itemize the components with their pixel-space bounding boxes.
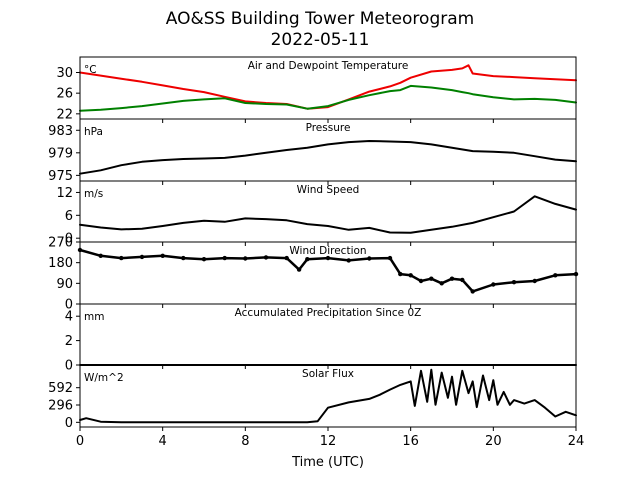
panel-5-series-0 bbox=[79, 368, 577, 424]
panel-1-ytick-label-1: 979 bbox=[48, 146, 73, 161]
panel-5-ytick-label-2: 592 bbox=[48, 381, 73, 396]
panel-1-ytick-label-0: 975 bbox=[48, 169, 73, 184]
panel-2-unit: m/s bbox=[84, 188, 103, 200]
panel-0-series-0 bbox=[79, 64, 577, 110]
panel-4-ytick-label-0: 0 bbox=[65, 359, 73, 374]
panel-5-unit: W/m^2 bbox=[84, 372, 124, 384]
panel-2-series-0 bbox=[79, 195, 577, 234]
panel-2-ytick-label-1: 6 bbox=[65, 209, 73, 224]
panel-5-ytick-label-1: 296 bbox=[48, 399, 73, 414]
panel-1-title: Pressure bbox=[306, 122, 351, 134]
panel-0-series-1 bbox=[79, 84, 577, 112]
chart-date: 2022-05-11 bbox=[271, 30, 370, 50]
x-tick-label-3: 12 bbox=[320, 434, 337, 449]
x-tick-label-4: 16 bbox=[402, 434, 419, 449]
x-axis-label: Time (UTC) bbox=[291, 455, 364, 470]
panel-3-series-0 bbox=[78, 248, 578, 293]
panel-2-title: Wind Speed bbox=[297, 184, 360, 196]
x-tick-label-6: 24 bbox=[568, 434, 585, 449]
panel-3-ytick-label-1: 90 bbox=[56, 277, 73, 292]
panel-0-ytick-label-1: 26 bbox=[56, 87, 73, 102]
panel-4-unit: mm bbox=[84, 311, 104, 323]
panel-4-title: Accumulated Precipitation Since 0Z bbox=[235, 307, 422, 319]
panel-5-ytick-label-0: 0 bbox=[65, 416, 73, 431]
x-tick-label-1: 4 bbox=[159, 434, 167, 449]
x-tick-label-5: 20 bbox=[485, 434, 502, 449]
x-tick-label-0: 0 bbox=[76, 434, 84, 449]
panel-5-title: Solar Flux bbox=[302, 368, 354, 380]
panel-3-ytick-label-3: 270 bbox=[48, 236, 73, 251]
panel-3-title: Wind Direction bbox=[289, 245, 366, 257]
panel-3-ytick-label-2: 180 bbox=[48, 256, 73, 271]
x-tick-label-2: 8 bbox=[241, 434, 249, 449]
panel-4-ytick-label-1: 2 bbox=[65, 334, 73, 349]
panel-3-ytick-label-0: 0 bbox=[65, 298, 73, 313]
panel-1-unit: hPa bbox=[84, 126, 103, 138]
panel-0-ytick-label-0: 22 bbox=[56, 107, 73, 122]
panel-1-ytick-label-2: 983 bbox=[48, 124, 73, 139]
panel-0-title: Air and Dewpoint Temperature bbox=[248, 60, 409, 72]
panel-0-ytick-label-2: 30 bbox=[56, 66, 73, 81]
panel-2-ytick-label-2: 12 bbox=[56, 186, 73, 201]
chart-title: AO&SS Building Tower Meteorogram bbox=[166, 9, 474, 29]
panel-4-ytick-label-2: 4 bbox=[65, 310, 73, 325]
panel-2-ytick-label-0: 0 bbox=[65, 232, 73, 247]
panel-0-unit: °C bbox=[84, 64, 97, 76]
panel-1-series-0 bbox=[79, 140, 577, 175]
